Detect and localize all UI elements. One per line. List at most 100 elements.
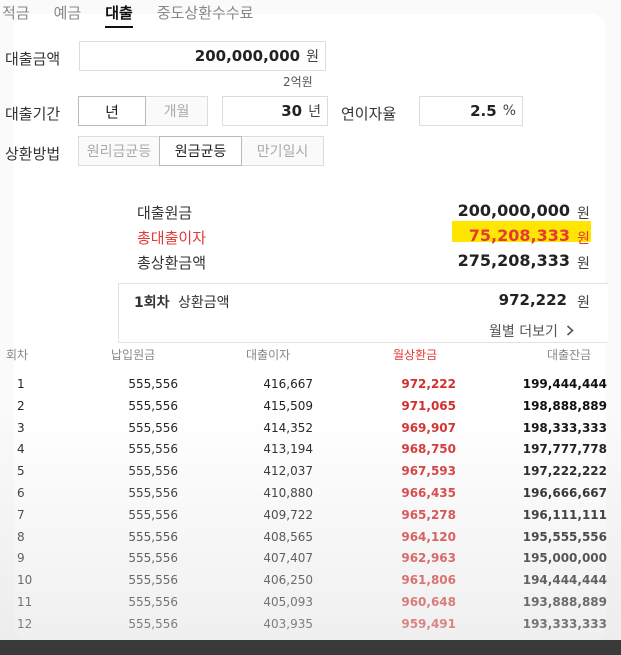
row-balance: 197,777,778: [522, 442, 607, 457]
period-unit-year[interactable]: 년: [78, 96, 146, 126]
row-number: 5: [17, 464, 25, 479]
loan-period-value: 30: [281, 102, 303, 120]
total-interest-value: 75,208,333: [468, 226, 570, 245]
row-principal: 555,556: [128, 442, 178, 457]
row-monthly-payment: 959,491: [401, 616, 456, 631]
row-balance: 199,444,444: [522, 377, 607, 391]
row-balance: 197,222,222: [522, 464, 607, 479]
monthly-more-link[interactable]: 월별 더보기: [489, 321, 575, 341]
loan-amount-label: 대출금액: [5, 50, 61, 68]
method-equal-payment[interactable]: 원리금균등: [78, 136, 160, 166]
row-interest: 403,935: [263, 616, 313, 631]
tab-loan[interactable]: 대출: [105, 0, 133, 28]
tab-prepayment-fee[interactable]: 중도상환수수료: [156, 4, 254, 22]
row-principal: 555,556: [128, 616, 178, 631]
row-balance: 198,333,333: [522, 420, 607, 435]
interest-rate-input[interactable]: 2.5 %: [419, 96, 523, 126]
chevron-right-icon: [566, 324, 575, 340]
total-interest-unit: 원: [577, 231, 590, 247]
tab-savings[interactable]: 적금: [2, 4, 30, 22]
row-principal: 555,556: [128, 398, 178, 413]
total-repayment-label: 총상환금액: [137, 254, 207, 272]
row-number: 1: [17, 377, 25, 391]
row-interest: 416,667: [263, 377, 313, 391]
calculator-tabs: 적금 예금 대출 중도상환수수료: [2, 0, 277, 28]
table-row: 12 555,556 403,935 959,491 193,333,333: [0, 614, 621, 635]
table-row: 9 555,556 407,407 962,963 195,000,000: [0, 548, 621, 569]
first-installment-value: 972,222: [498, 291, 567, 309]
row-balance: 195,555,556: [522, 529, 607, 544]
principal-unit: 원: [577, 206, 590, 222]
row-principal: 555,556: [128, 420, 178, 435]
first-installment-text: 상환금액: [177, 295, 230, 311]
row-interest: 406,250: [263, 573, 313, 588]
total-repayment-unit: 원: [577, 256, 590, 272]
principal-value: 200,000,000: [457, 201, 570, 220]
row-number: 8: [17, 529, 25, 544]
row-balance: 196,666,667: [522, 486, 607, 500]
row-interest: 409,722: [263, 507, 313, 522]
row-balance: 198,888,889: [522, 398, 607, 413]
row-interest: 405,093: [263, 595, 313, 609]
row-principal: 555,556: [128, 529, 178, 544]
loan-amount-hint: 2억원: [283, 75, 313, 89]
loan-amount-input[interactable]: 200,000,000 원: [79, 41, 326, 71]
row-number: 10: [17, 573, 33, 588]
monthly-more-label: 월별 더보기: [489, 324, 558, 340]
row-number: 6: [17, 486, 25, 500]
window-edge: [0, 640, 621, 655]
col-header-monthly: 월상환금: [393, 348, 438, 362]
row-interest: 414,352: [263, 420, 313, 435]
row-interest: 410,880: [263, 486, 313, 500]
row-interest: 415,509: [263, 398, 313, 413]
row-balance: 193,888,889: [522, 595, 607, 609]
row-number: 12: [17, 616, 33, 631]
table-row: 5 555,556 412,037 967,593 197,222,222: [0, 461, 621, 482]
first-installment-unit: 원: [577, 295, 590, 311]
loan-period-unit: 년: [308, 104, 321, 120]
loan-period-label: 대출기간: [5, 105, 61, 123]
row-interest: 408,565: [263, 529, 313, 544]
row-monthly-payment: 968,750: [401, 442, 456, 457]
row-monthly-payment: 961,806: [401, 573, 456, 588]
row-balance: 193,333,333: [522, 616, 607, 631]
row-number: 2: [17, 398, 25, 413]
row-monthly-payment: 969,907: [401, 420, 456, 435]
first-installment-box: [118, 283, 608, 343]
loan-period-input[interactable]: 30 년: [222, 96, 328, 126]
row-number: 4: [17, 442, 25, 457]
row-interest: 413,194: [263, 442, 313, 457]
row-monthly-payment: 966,435: [401, 486, 456, 500]
interest-rate-unit: %: [502, 103, 516, 119]
row-number: 11: [17, 595, 33, 609]
col-header-no: 회차: [6, 348, 29, 362]
row-monthly-payment: 960,648: [401, 595, 456, 609]
col-header-balance: 대출잔금: [547, 348, 592, 362]
period-unit-toggle: 년 개월: [78, 96, 208, 126]
row-principal: 555,556: [128, 486, 178, 500]
interest-rate-value: 2.5: [470, 102, 497, 120]
method-bullet[interactable]: 만기일시: [241, 136, 324, 166]
table-row: 10 555,556 406,250 961,806 194,444,444: [0, 570, 621, 591]
row-principal: 555,556: [128, 595, 178, 609]
table-row: 11 555,556 405,093 960,648 193,888,889: [0, 592, 621, 613]
row-monthly-payment: 967,593: [401, 464, 456, 479]
row-number: 7: [17, 507, 25, 522]
row-principal: 555,556: [128, 507, 178, 522]
period-unit-month[interactable]: 개월: [145, 96, 208, 126]
tab-deposit[interactable]: 예금: [53, 4, 82, 22]
row-principal: 555,556: [128, 377, 178, 391]
interest-highlight: [452, 221, 591, 242]
first-installment-number: 1회차: [134, 295, 170, 311]
row-interest: 407,407: [263, 551, 313, 566]
table-row: 6 555,556 410,880 966,435 196,666,667: [0, 483, 621, 504]
row-monthly-payment: 964,120: [401, 529, 456, 544]
repayment-method-toggle: 원리금균등 원금균등 만기일시: [78, 136, 324, 166]
col-header-interest: 대출이자: [246, 348, 291, 362]
method-equal-principal[interactable]: 원금균등: [159, 136, 242, 166]
interest-rate-label: 연이자율: [341, 105, 397, 123]
row-monthly-payment: 972,222: [401, 377, 456, 391]
row-principal: 555,556: [128, 551, 178, 566]
row-number: 9: [17, 551, 25, 566]
